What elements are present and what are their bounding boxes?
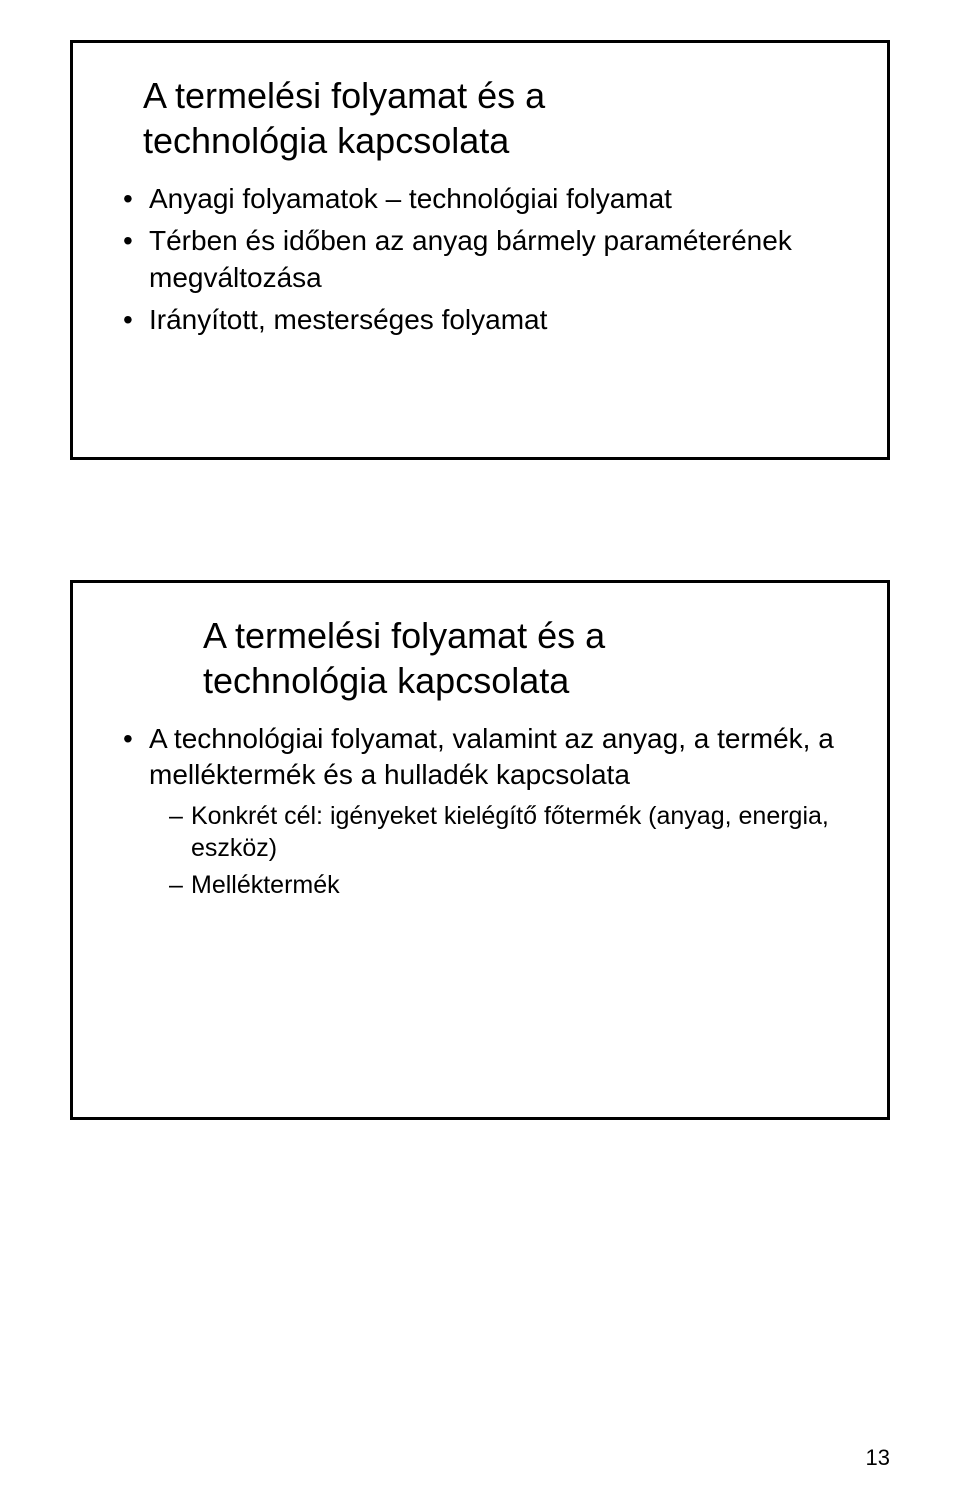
bullet-text: Anyagi folyamatok – technológiai folyama… [149, 183, 672, 214]
page-number: 13 [866, 1445, 890, 1471]
subbullet-item: Konkrét cél: igényeket kielégítő főtermé… [169, 800, 847, 865]
slide-1: A termelési folyamat és a technológia ka… [70, 40, 890, 460]
bullet-text: A technológiai folyamat, valamint az any… [149, 723, 834, 790]
slide-2-title: A termelési folyamat és a technológia ka… [203, 613, 847, 703]
slide-2-subbullets: Konkrét cél: igényeket kielégítő főtermé… [169, 800, 847, 902]
bullet-item: Anyagi folyamatok – technológiai folyama… [123, 181, 847, 217]
bullet-text: Irányított, mesterséges folyamat [149, 304, 547, 335]
slide-2-title-line1: A termelési folyamat és a [203, 615, 605, 656]
document-page: A termelési folyamat és a technológia ka… [0, 0, 960, 1501]
slide-1-title-line2: technológia kapcsolata [143, 120, 509, 161]
subbullet-text: Melléktermék [191, 871, 340, 899]
slide-1-title-line1: A termelési folyamat és a [143, 75, 545, 116]
slide-1-title: A termelési folyamat és a technológia ka… [143, 73, 847, 163]
bullet-item: Térben és időben az anyag bármely paramé… [123, 223, 847, 296]
slide-2: A termelési folyamat és a technológia ka… [70, 580, 890, 1120]
subbullet-item: Melléktermék [169, 869, 847, 902]
slide-2-bullets: A technológiai folyamat, valamint az any… [123, 721, 847, 901]
bullet-item: Irányított, mesterséges folyamat [123, 302, 847, 338]
bullet-text: Térben és időben az anyag bármely paramé… [149, 225, 792, 292]
slide-1-bullets: Anyagi folyamatok – technológiai folyama… [123, 181, 847, 339]
subbullet-text: Konkrét cél: igényeket kielégítő főtermé… [191, 802, 829, 863]
bullet-item: A technológiai folyamat, valamint az any… [123, 721, 847, 901]
slide-2-title-line2: technológia kapcsolata [203, 660, 569, 701]
